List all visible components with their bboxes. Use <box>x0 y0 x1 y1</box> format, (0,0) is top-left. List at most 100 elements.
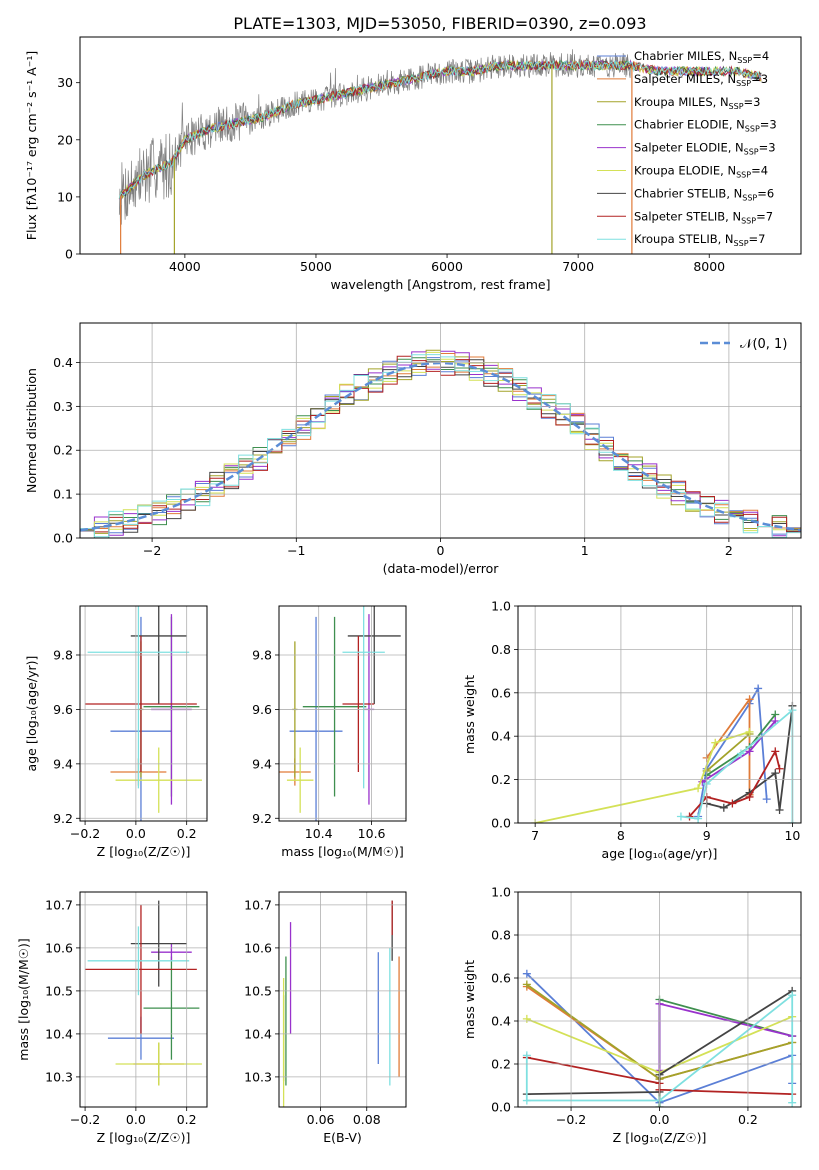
mass-weight-vs-age-xlabel: age [log₁₀(age/yr)] <box>602 846 718 861</box>
mass-weight-vs-Z-frame <box>517 891 802 1108</box>
mass-weight-vs-Z-ytick-label: 0.2 <box>491 1057 511 1072</box>
age-vs-mass-frame <box>278 605 407 822</box>
mass-vs-ebv-ytick-label: 10.6 <box>244 940 272 955</box>
spectrum-xtick-label: 7000 <box>562 259 594 274</box>
residuals-xlabel: (data-model)/error <box>383 561 500 576</box>
age-vs-Z-grid <box>80 606 207 821</box>
legend-entry: Chabrier STELIB, NSSP=6 <box>634 186 774 202</box>
mass-weight-vs-age-ylabel: mass weight <box>462 675 477 754</box>
age-vs-Z-frame <box>79 605 208 822</box>
mass-weight-point <box>694 814 703 823</box>
residuals-ytick-label: 0.3 <box>53 399 73 414</box>
figure-title: PLATE=1303, MJD=53050, FIBERID=0390, z=0… <box>233 14 646 33</box>
mass-vs-Z-xtick-label: 0.2 <box>177 1112 197 1127</box>
mass-vs-ebv-xtick-label: 0.06 <box>307 1112 335 1127</box>
mass-weight-vs-Z-xtick-label: 0.0 <box>650 1112 670 1127</box>
spectrum-ytick-label: 30 <box>57 75 73 90</box>
age-vs-mass-xtick-label: 10.6 <box>358 826 386 841</box>
mass-vs-ebv-frame <box>278 891 407 1108</box>
age-vs-mass-panel: 10.4 10.6 9.2 9.4 9.6 9.8 mass [log₁₀(M/M☉)] <box>252 605 407 859</box>
mass-vs-Z-ylabel: mass [log₁₀(M/M☉)] <box>16 938 31 1060</box>
mass-weight-series <box>688 748 781 818</box>
mass-vs-Z-xtick-label: −0.2 <box>70 1112 100 1127</box>
mass-weight-vs-Z-xlabel: Z [log₁₀(Z/Z☉)] <box>613 1130 707 1145</box>
mass-vs-ebv-ytick-label: 10.7 <box>244 897 272 912</box>
mass-vs-ebv-plot-area <box>282 900 400 1107</box>
age-vs-mass-ytick-label: 9.2 <box>252 811 272 826</box>
age-vs-mass-grid <box>279 606 406 821</box>
mass-weight-point <box>775 764 784 773</box>
age-vs-Z-xtick-label: 0.2 <box>177 826 197 841</box>
mass-weight-vs-Z-ytick-label: 0.0 <box>491 1100 511 1115</box>
mass-weight-point <box>522 1096 531 1105</box>
mass-weight-point <box>522 1051 531 1060</box>
mass-weight-point <box>745 727 754 736</box>
age-vs-Z-xtick-label: 0.0 <box>126 826 146 841</box>
mass-vs-ebv-panel: 0.06 0.08 10.3 10.4 10.5 10.6 10.7 E(B-V) <box>244 891 407 1145</box>
residuals-xtick-label: −2 <box>143 543 161 558</box>
mass-weight-vs-age-ytick-label: 0.6 <box>491 685 511 700</box>
spectrum-xtick-label: 8000 <box>693 259 725 274</box>
mass-weight-point <box>788 991 797 1000</box>
mass-weight-vs-age-plot-area <box>531 684 797 823</box>
age-vs-Z-panel: −0.2 0.0 0.2 9.2 9.4 9.6 9.8 Z [log₁₀(Z/Z☉)] age… <box>24 605 208 859</box>
age-vs-Z-plot-area <box>85 606 202 821</box>
age-vs-mass-xtick-label: 10.4 <box>305 826 333 841</box>
mass-vs-Z-plot-area <box>85 900 202 1086</box>
legend-entry: Kroupa ELODIE, NSSP=4 <box>634 164 768 180</box>
spectrum-plot-area <box>118 49 762 254</box>
mass-weight-point <box>788 1098 797 1107</box>
legend-entry: Chabrier MILES, NSSP=4 <box>634 49 769 65</box>
spectrum-ytick-label: 20 <box>57 132 73 147</box>
mass-weight-series <box>706 733 751 772</box>
spectrum-legend: Chabrier MILES, NSSP=4 Salpeter MILES, NS… <box>597 49 777 248</box>
age-vs-mass-ytick-label: 9.4 <box>252 756 272 771</box>
mass-weight-vs-Z-ytick-label: 0.8 <box>491 928 511 943</box>
legend-entry: Salpeter MILES, NSSP=3 <box>634 72 768 88</box>
residuals-ytick-label: 0.4 <box>53 355 73 370</box>
mass-vs-Z-ytick-label: 10.7 <box>45 897 73 912</box>
age-vs-Z-ytick-label: 9.2 <box>53 811 73 826</box>
mass-vs-ebv-ytick-label: 10.5 <box>244 983 272 998</box>
spectrum-frame <box>79 36 802 255</box>
age-vs-mass-ytick-label: 9.8 <box>252 647 272 662</box>
mass-vs-ebv-grid <box>279 892 406 1107</box>
legend-entry: Kroupa MILES, NSSP=3 <box>634 95 760 111</box>
age-vs-mass-ytick-label: 9.6 <box>252 702 272 717</box>
residuals-xtick-label: −1 <box>287 543 305 558</box>
mass-vs-Z-ytick-label: 10.5 <box>45 983 73 998</box>
residuals-xtick-label: 1 <box>581 543 589 558</box>
mass-vs-ebv-ytick-label: 10.4 <box>244 1026 272 1041</box>
residuals-ytick-label: 0.1 <box>53 487 73 502</box>
mass-weight-vs-age-ytick-label: 1.0 <box>491 599 511 614</box>
spectrum-panel: 4000 5000 6000 7000 8000 0 10 20 30 wavelength [A… <box>24 36 802 292</box>
mass-vs-Z-ytick-label: 10.3 <box>45 1069 73 1084</box>
mass-weight-vs-Z-panel: −0.2 0.0 0.2 0.0 0.2 0.4 0.6 0.8 1.0 Z [log₁₀(Z/Z… <box>462 885 802 1145</box>
spectrum-xtick-label: 6000 <box>431 259 463 274</box>
mass-weight-point <box>522 980 531 989</box>
mass-weight-vs-Z-ytick-label: 0.4 <box>491 1014 511 1029</box>
age-vs-Z-ytick-label: 9.6 <box>53 702 73 717</box>
residuals-ytick-label: 0.2 <box>53 443 73 458</box>
residuals-xtick-label: 0 <box>437 543 445 558</box>
age-vs-Z-ytick-label: 9.4 <box>53 756 73 771</box>
mass-weight-vs-Z-xtick-label: 0.2 <box>738 1112 758 1127</box>
spectrum-ylabel: Flux [fλ10⁻¹⁷ erg cm⁻² s⁻¹ A⁻¹] <box>24 51 39 240</box>
mass-weight-vs-age-grid <box>518 605 801 824</box>
age-vs-Z-ytick-label: 9.8 <box>53 647 73 662</box>
spectrum-ytick-label: 0 <box>65 247 73 262</box>
mass-weight-vs-Z-ytick-label: 1.0 <box>491 885 511 900</box>
age-vs-Z-xlabel: Z [log₁₀(Z/Z☉)] <box>97 844 191 859</box>
residuals-panel: −2 −1 0 1 2 0.0 0.1 0.2 0.3 0.4 (data-model)/error… <box>24 322 802 576</box>
mass-weight-vs-age-xtick-label: 7 <box>531 828 539 843</box>
mass-weight-series <box>706 705 794 811</box>
mass-weight-series <box>535 731 750 823</box>
mass-weight-vs-Z-ytick-label: 0.6 <box>491 971 511 986</box>
age-vs-Z-xtick-label: −0.2 <box>70 826 100 841</box>
mass-weight-point <box>676 812 685 821</box>
mass-weight-point <box>745 695 754 704</box>
mass-weight-vs-age-xtick-label: 8 <box>617 828 625 843</box>
mass-weight-vs-Z-ylabel: mass weight <box>462 960 477 1039</box>
mass-vs-Z-frame <box>79 891 208 1108</box>
spectrum-xtick-label: 5000 <box>300 259 332 274</box>
